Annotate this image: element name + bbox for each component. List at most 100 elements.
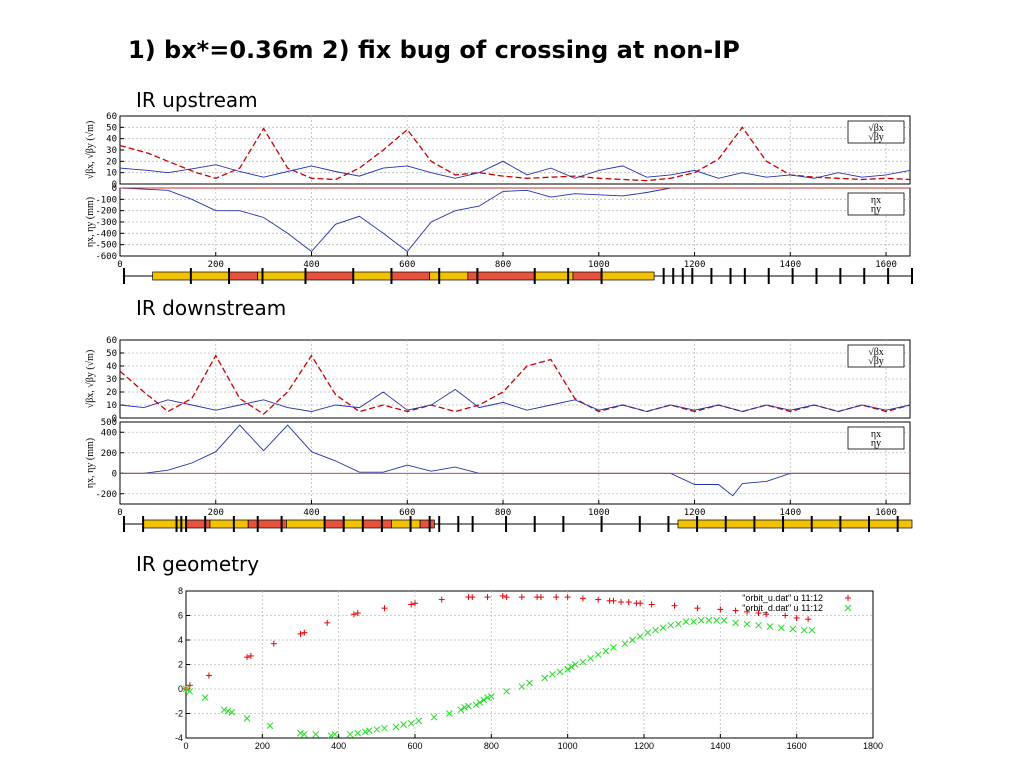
x-tick-label: 1400 (779, 260, 801, 270)
data-point (808, 626, 816, 634)
data-point (270, 640, 277, 647)
lattice-magnet (142, 519, 187, 529)
data-point (445, 710, 453, 717)
marker-d2 (720, 617, 728, 624)
marker-d2 (503, 688, 510, 695)
marker-d2 (636, 632, 644, 640)
marker-d2 (224, 707, 232, 715)
data-point (659, 624, 667, 632)
marker-d2 (228, 708, 236, 716)
lattice-magnet (352, 271, 392, 281)
data-point (720, 617, 728, 624)
marker-d2 (571, 661, 579, 668)
data-point (549, 670, 556, 678)
y-tick-label: -600 (95, 252, 117, 262)
marker-d2 (445, 710, 453, 717)
y-tick-label: -300 (95, 218, 117, 228)
y-tick-label: 400 (101, 428, 117, 438)
data-point (205, 672, 212, 679)
marker-d2 (682, 618, 690, 625)
data-point (541, 674, 549, 682)
data-point (472, 701, 480, 709)
marker-d2 (430, 713, 438, 721)
data-point (430, 713, 438, 721)
y-tick-label: 60 (106, 112, 117, 122)
data-point (782, 612, 789, 619)
data-point (652, 626, 659, 634)
data-point (697, 617, 705, 624)
x-tick-label: 0 (117, 260, 122, 270)
series-line-0 (119, 126, 911, 182)
y-tick-label: -200 (95, 490, 117, 500)
data-point (579, 658, 587, 666)
marker-d2 (629, 636, 636, 644)
data-point (331, 730, 339, 738)
y-tick-label: 0 (112, 184, 117, 194)
data-point (755, 621, 762, 629)
y-tick-label: 50 (106, 349, 117, 359)
marker-d2 (362, 728, 369, 736)
data-point (674, 620, 682, 628)
marker-d2 (526, 679, 533, 687)
marker-d2 (652, 626, 659, 634)
data-point (415, 717, 423, 725)
data-point (499, 592, 506, 599)
data-point (480, 696, 488, 704)
lattice-magnet (286, 519, 325, 529)
data-point (793, 614, 800, 621)
y-tick-label: 0 (112, 180, 117, 190)
lattice-magnet (185, 519, 211, 529)
data-point (381, 605, 388, 612)
y-tick-label: 2 (178, 660, 183, 670)
marker-d2 (690, 618, 697, 625)
marker-d2 (594, 651, 602, 659)
data-point (800, 626, 808, 634)
marker-d2 (556, 668, 564, 676)
data-point (381, 724, 388, 732)
marker-d2 (400, 721, 407, 728)
legend-entry: √βx (868, 123, 884, 134)
marker-d2 (472, 701, 480, 709)
y-tick-label: -4 (175, 733, 183, 743)
marker-d2 (381, 724, 388, 732)
marker-d2 (674, 620, 682, 628)
data-point (667, 621, 675, 629)
data-point (350, 611, 357, 618)
data-point (671, 602, 678, 609)
data-point (713, 617, 720, 624)
lattice-magnet (419, 519, 435, 529)
data-point (732, 619, 739, 627)
marker-d2 (484, 694, 491, 701)
data-point (518, 594, 525, 601)
data-point (571, 661, 579, 668)
data-point (518, 683, 526, 690)
marker-d2 (579, 658, 587, 666)
legend-box (847, 120, 905, 144)
data-point (354, 729, 362, 737)
marker-d2 (182, 685, 190, 693)
legend-entry: "orbit_d.dat" u 11:12 (742, 603, 823, 613)
marker-d2 (415, 717, 423, 725)
y-tick-label: 6 (178, 611, 183, 621)
x-tick-label: 600 (399, 260, 415, 270)
lattice-magnet (209, 519, 249, 529)
marker-d2 (312, 730, 320, 738)
lattice-downstream (123, 516, 913, 532)
lattice-magnet (677, 519, 913, 529)
legend-entry: ηy (871, 438, 881, 449)
marker-d2 (220, 706, 228, 714)
legend-entry: ηx (871, 429, 881, 440)
legend-box (847, 344, 905, 368)
y-tick-label: 0 (112, 469, 117, 479)
marker-d2 (373, 726, 381, 733)
marker-d2 (610, 643, 617, 651)
data-point (618, 599, 625, 606)
data-point (732, 607, 739, 614)
x-tick-label: 200 (208, 508, 224, 518)
lattice-magnet (228, 271, 259, 281)
data-point (595, 596, 602, 603)
y-tick-label: 20 (106, 157, 117, 167)
